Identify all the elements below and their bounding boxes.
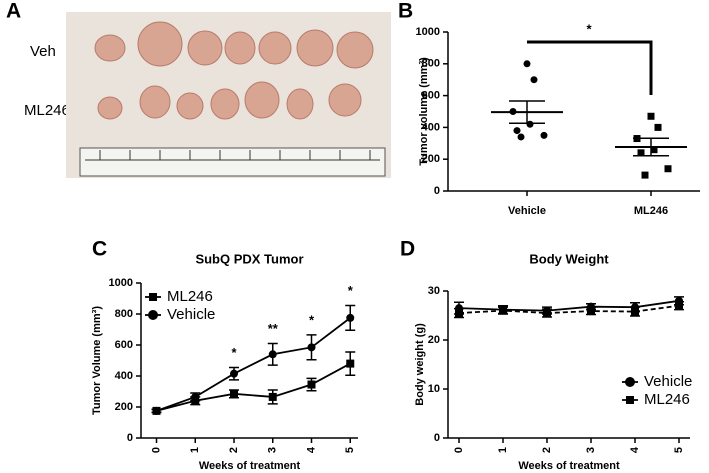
y-tick-label: 0	[434, 185, 440, 197]
marker	[230, 389, 238, 398]
series-line	[156, 317, 351, 412]
marker	[675, 301, 683, 310]
y-tick-label: 10	[428, 383, 440, 395]
series-line	[156, 362, 351, 412]
marker	[526, 120, 534, 128]
annotation: *	[231, 345, 237, 360]
photo-panel: A Veh ML246	[6, 0, 391, 178]
marker	[664, 165, 672, 173]
x-tick-label: 1	[189, 447, 201, 453]
panel-label: B	[398, 0, 413, 23]
legend-label: ML246	[644, 391, 690, 408]
legend-marker	[625, 377, 635, 387]
x-tick-label: 3	[267, 447, 279, 453]
y-tick-label: 30	[428, 285, 440, 297]
error-bar	[509, 100, 545, 125]
annotation: *	[348, 283, 354, 298]
marker	[455, 309, 463, 318]
marker	[268, 350, 277, 359]
ruler-ticks	[85, 150, 380, 161]
x-axis-title: Weeks of treatment	[518, 460, 620, 472]
marker	[654, 123, 662, 131]
x-tick-label: 2	[541, 447, 553, 453]
ruler	[79, 147, 386, 177]
marker	[268, 392, 277, 401]
y-tick-label: 200	[115, 401, 133, 413]
x-tick-label: 5	[344, 447, 356, 453]
marker	[631, 307, 639, 316]
marker	[513, 127, 521, 135]
chart-title: Body Weight	[529, 251, 609, 266]
row-label: ML246	[24, 102, 70, 119]
x-tick-label: 3	[585, 447, 597, 453]
marker	[647, 112, 655, 120]
x-tick-label: 0	[150, 447, 162, 453]
chart-title: SubQ PDX Tumor	[195, 251, 303, 266]
marker	[230, 369, 238, 378]
y-axis-title: Tumor volume (mm³)	[418, 57, 430, 166]
annotation: **	[268, 321, 279, 336]
y-tick-label: 0	[434, 432, 440, 444]
y-tick-label: 0	[127, 432, 133, 444]
marker	[517, 133, 525, 141]
x-tick-label: 5	[673, 447, 685, 453]
marker	[587, 307, 595, 316]
row-label: Veh	[30, 43, 56, 60]
legend-marker	[626, 396, 634, 404]
marker	[307, 343, 316, 352]
y-tick-label: 800	[422, 58, 440, 70]
y-tick-label: 400	[115, 370, 133, 382]
marker	[307, 380, 316, 389]
x-tick-label: ML246	[634, 205, 668, 217]
marker	[191, 392, 200, 401]
y-tick-label: 1000	[109, 277, 133, 289]
x-tick-label: 0	[453, 447, 465, 453]
x-tick-label: 4	[629, 446, 641, 453]
tumors	[94, 21, 374, 120]
y-tick-label: 600	[422, 90, 440, 102]
x-axis-title: Weeks of treatment	[199, 460, 301, 472]
y-tick-label: 600	[115, 339, 133, 351]
x-tick-label: 4	[305, 446, 317, 453]
marker	[540, 131, 548, 139]
panel-label: C	[92, 238, 107, 261]
marker	[637, 149, 645, 157]
legend-label: Vehicle	[167, 306, 215, 323]
legend-marker	[148, 310, 158, 320]
legend-marker	[149, 293, 157, 301]
annotation: *	[309, 312, 315, 327]
y-tick-label: 1000	[416, 26, 440, 38]
marker	[523, 60, 531, 68]
annotation: *	[586, 21, 592, 36]
y-tick-label: 20	[428, 334, 440, 346]
series-line	[458, 304, 680, 314]
legend-label: Vehicle	[644, 373, 692, 390]
y-axis-title: Body weight (g)	[414, 323, 426, 406]
marker	[346, 313, 355, 322]
marker	[650, 146, 658, 154]
significance-bracket	[527, 40, 653, 95]
y-axis-title: Tumor Volume (mm³)	[91, 306, 103, 415]
error-bar	[633, 137, 669, 157]
marker	[152, 406, 161, 415]
x-tick-label: 2	[228, 447, 240, 453]
series-line	[458, 299, 680, 312]
marker	[346, 359, 355, 368]
marker	[641, 171, 649, 179]
x-tick-label: Vehicle	[508, 205, 546, 217]
marker	[499, 306, 507, 315]
y-tick-label: 200	[422, 153, 440, 165]
marker	[543, 309, 551, 318]
x-tick-label: 1	[497, 447, 509, 453]
panel-label: D	[400, 238, 415, 261]
marker	[530, 76, 538, 84]
panel-label: A	[6, 0, 21, 23]
y-tick-label: 400	[422, 121, 440, 133]
legend-label: ML246	[167, 288, 213, 305]
y-tick-label: 800	[115, 308, 133, 320]
